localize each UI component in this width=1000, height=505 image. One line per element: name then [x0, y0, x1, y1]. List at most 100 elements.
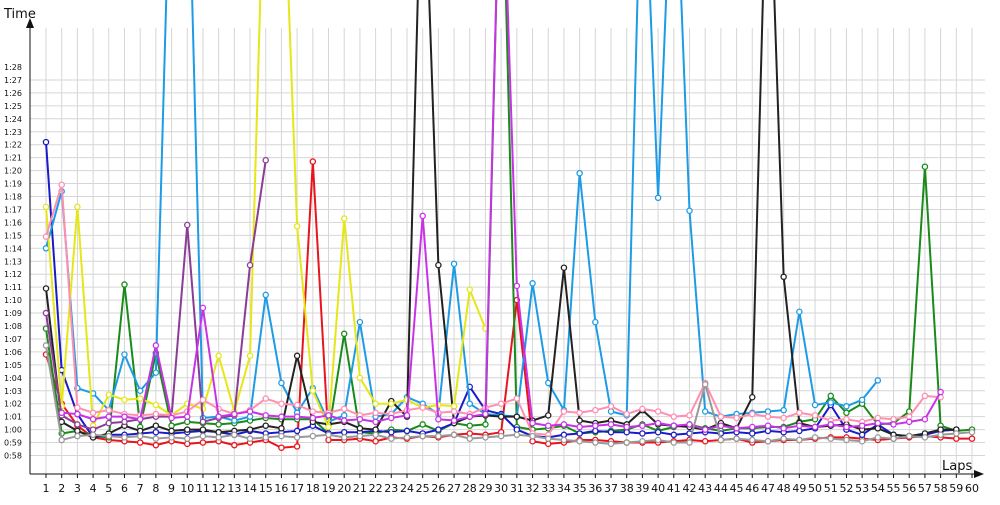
data-point: [42, 203, 50, 211]
data-point: [262, 395, 269, 402]
x-tick-label: 8: [152, 482, 159, 495]
data-point: [356, 432, 364, 440]
x-tick-label: 1: [43, 482, 50, 495]
data-point: [199, 439, 207, 446]
y-tick-label: 1:11: [4, 283, 22, 292]
data-point: [592, 422, 599, 429]
data-point: [121, 413, 128, 420]
x-tick-label: 60: [965, 482, 979, 495]
data-point: [686, 439, 693, 446]
data-point: [340, 417, 348, 424]
data-point: [592, 406, 599, 414]
data-point: [262, 412, 269, 419]
data-point: [560, 408, 568, 415]
x-tick-label: 15: [259, 482, 273, 495]
data-point: [529, 419, 536, 427]
data-point: [733, 414, 740, 422]
data-point: [168, 434, 175, 441]
x-tick-label: 20: [337, 482, 351, 495]
x-tick-label: 32: [526, 482, 540, 495]
data-point: [199, 418, 207, 426]
data-point: [42, 233, 50, 240]
x-tick-label: 35: [573, 482, 587, 495]
x-tick-label: 48: [777, 482, 791, 495]
data-point: [293, 223, 301, 230]
y-tick-label: 1:15: [4, 231, 22, 240]
y-tick-label: 1:00: [4, 426, 22, 435]
data-point: [717, 422, 725, 429]
data-point: [576, 169, 583, 177]
y-tick-label: 1:14: [4, 244, 22, 253]
data-point: [325, 436, 332, 444]
data-point: [340, 434, 348, 441]
x-tick-label: 7: [137, 482, 144, 495]
x-tick-label: 42: [682, 482, 696, 495]
y-tick-label: 1:22: [4, 141, 22, 150]
x-tick-label: 43: [698, 482, 712, 495]
x-tick-label: 44: [714, 482, 728, 495]
data-point: [231, 441, 238, 449]
data-point: [450, 417, 458, 424]
data-point: [764, 408, 772, 415]
y-tick-label: 1:05: [4, 361, 22, 370]
data-point: [670, 431, 678, 439]
x-tick-label: 18: [306, 482, 320, 495]
y-tick-label: 1:23: [4, 128, 22, 137]
data-point: [388, 428, 395, 436]
data-point: [278, 444, 285, 451]
data-point: [497, 432, 505, 440]
data-point: [811, 423, 819, 431]
data-point: [968, 428, 976, 436]
data-point: [733, 435, 740, 442]
data-point: [623, 423, 630, 431]
data-point: [246, 426, 254, 433]
data-point: [780, 273, 787, 281]
data-point: [701, 438, 709, 445]
x-tick-label: 46: [745, 482, 759, 495]
data-point: [749, 410, 756, 418]
data-point: [450, 260, 458, 268]
data-point: [246, 408, 254, 415]
y-tick-label: 0:59: [4, 439, 22, 448]
data-point: [278, 425, 285, 432]
data-point: [717, 413, 725, 420]
x-tick-label: 58: [934, 482, 948, 495]
data-point: [340, 405, 348, 413]
data-point: [435, 415, 442, 423]
data-point: [388, 400, 395, 407]
data-point: [560, 436, 568, 444]
data-point: [58, 436, 65, 444]
x-tick-label: 49: [792, 482, 806, 495]
data-point: [184, 426, 191, 433]
x-tick-label: 6: [121, 482, 128, 495]
data-point: [89, 431, 97, 439]
data-point: [764, 438, 772, 445]
data-point: [340, 428, 348, 436]
data-point: [262, 434, 269, 441]
data-point: [544, 440, 552, 448]
data-point: [607, 428, 615, 436]
data-point: [152, 369, 160, 376]
data-point: [74, 410, 81, 418]
x-tick-label: 3: [74, 482, 81, 495]
x-tick-label: 4: [90, 482, 97, 495]
data-point: [152, 428, 160, 436]
y-tick-label: 1:13: [4, 257, 22, 266]
data-point: [466, 435, 474, 442]
y-tick-label: 1:20: [4, 167, 22, 176]
data-point: [325, 423, 332, 431]
data-point: [74, 432, 81, 440]
data-point: [309, 414, 317, 422]
data-point: [42, 285, 50, 292]
data-point: [293, 443, 301, 450]
data-point: [670, 439, 678, 446]
data-point: [152, 401, 160, 409]
x-axis-arrow: [974, 470, 984, 478]
data-point: [544, 435, 552, 442]
y-tick-label: 1:08: [4, 322, 22, 331]
data-point: [74, 203, 81, 211]
y-tick-label: 1:21: [4, 154, 22, 163]
y-tick-label: 1:06: [4, 348, 22, 357]
data-point: [905, 418, 913, 426]
data-point: [262, 422, 269, 429]
